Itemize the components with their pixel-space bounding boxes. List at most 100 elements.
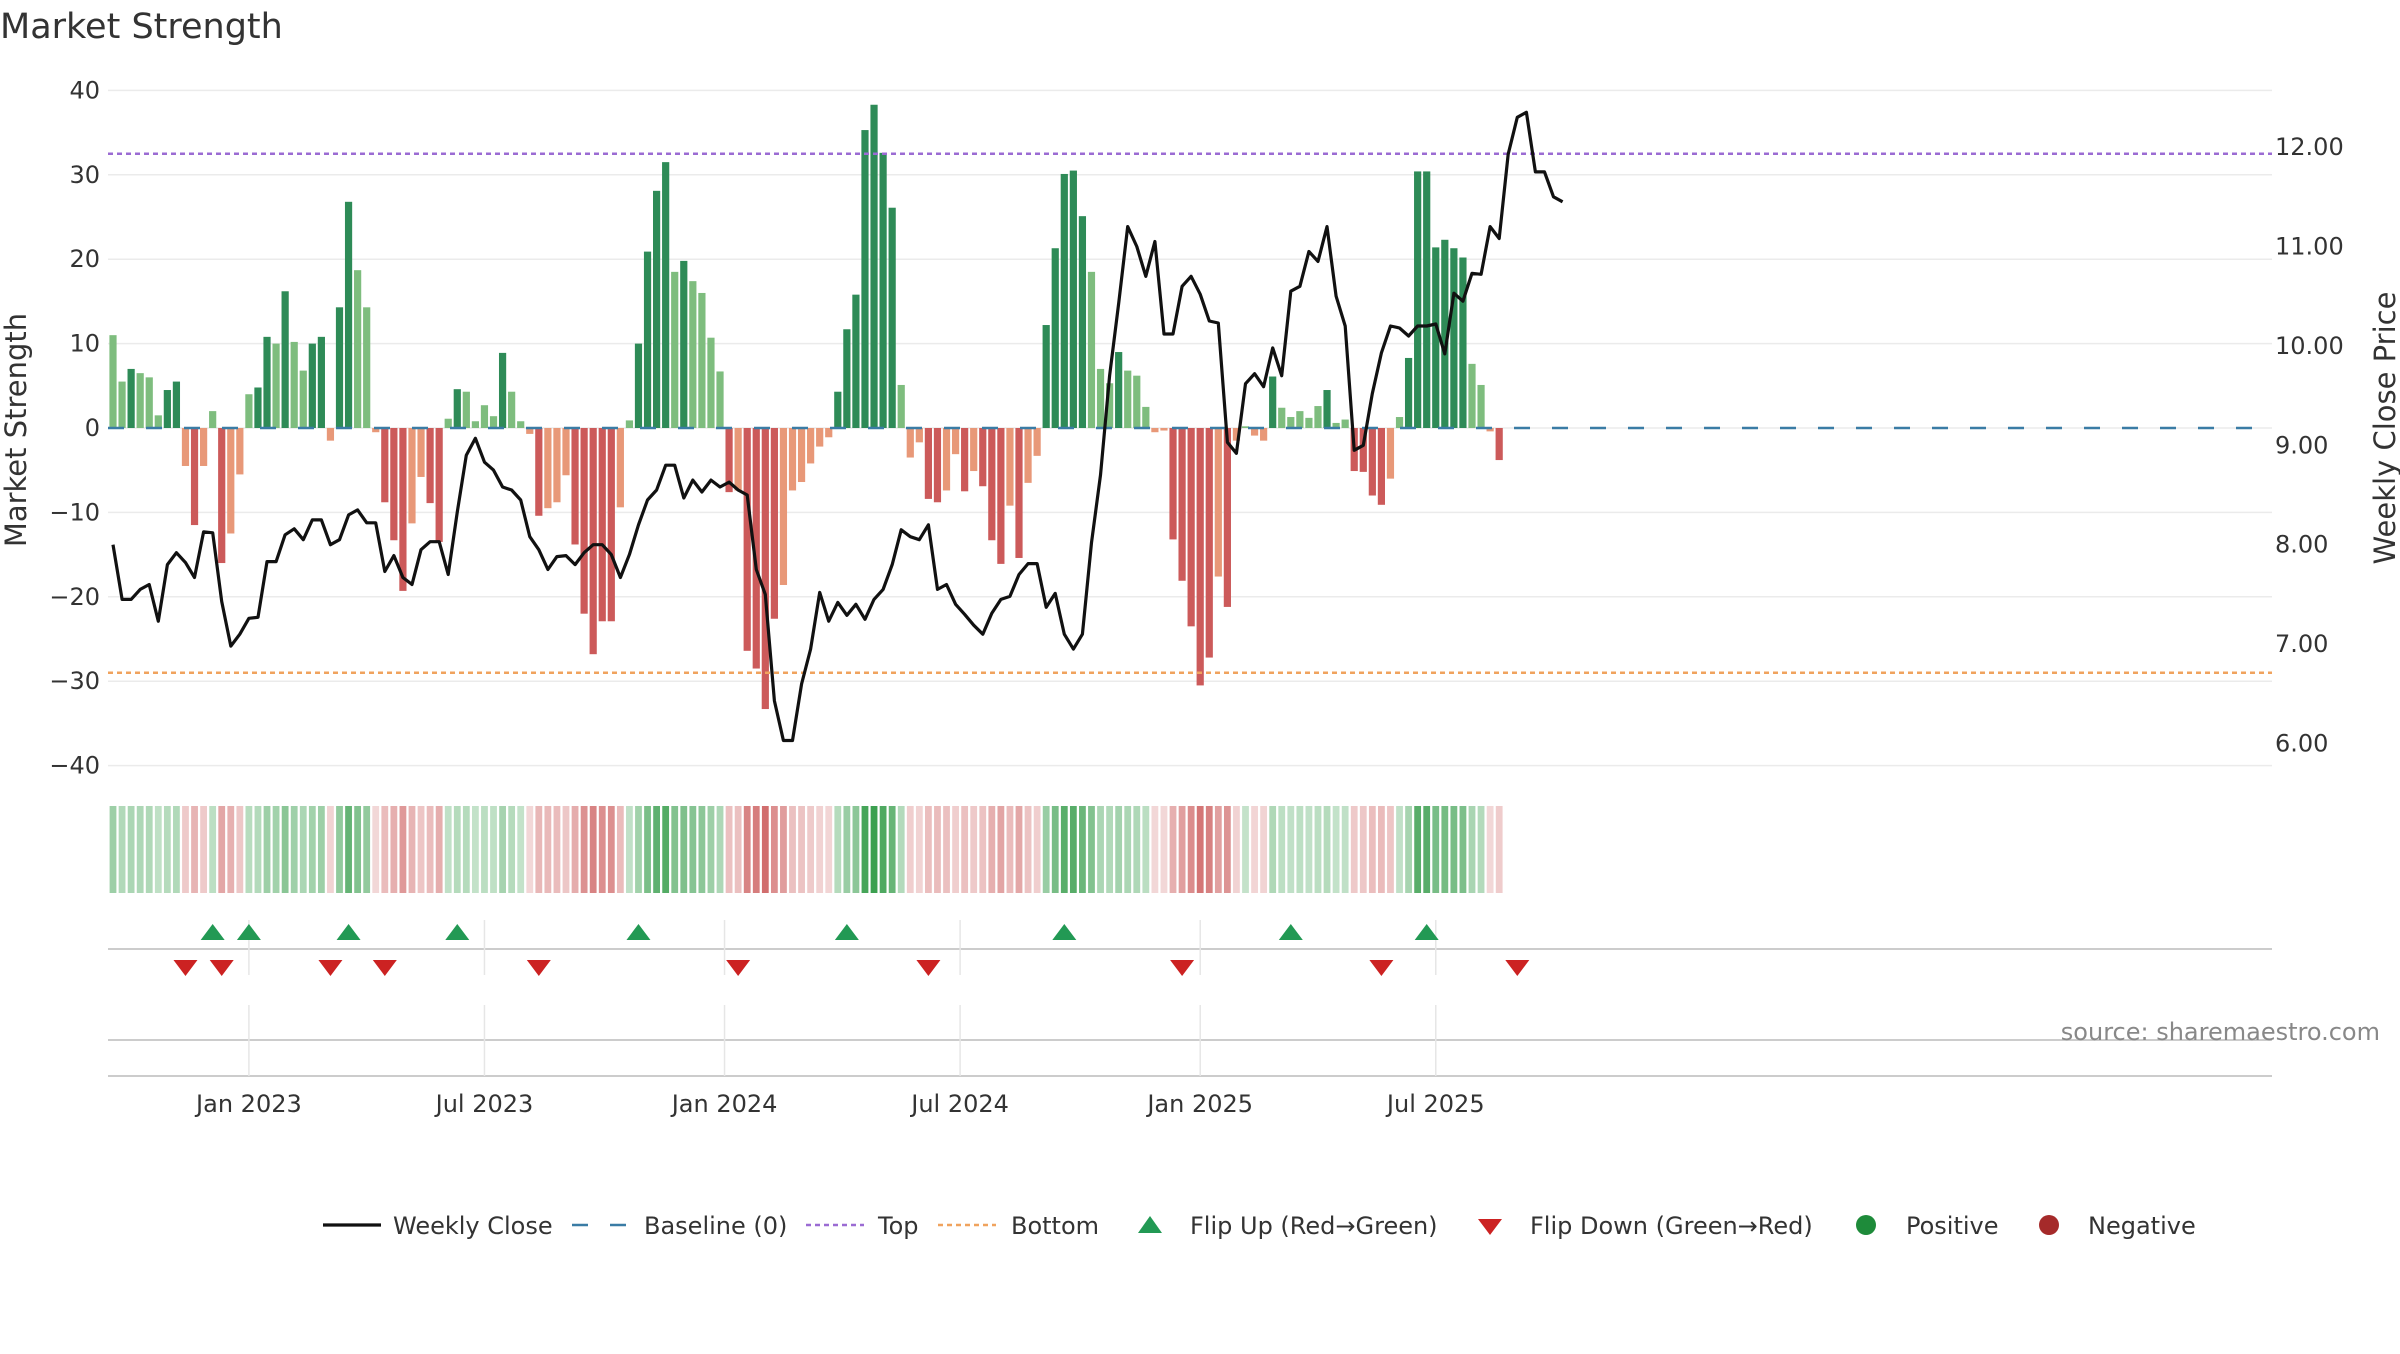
flip-up-marker [200,924,225,940]
flip-down-marker [1505,960,1530,976]
strength-bar [816,428,824,447]
strength-bar [489,416,498,428]
heat-cell [472,806,479,893]
y-right-tick-label: 6.00 [2275,730,2328,758]
strength-bar [218,428,226,564]
strength-bar [1468,363,1476,428]
heat-cell [499,806,506,893]
heat-cell [1151,806,1159,893]
heat-cell [145,806,153,893]
strength-bar [1024,428,1032,483]
strength-bar [716,371,724,428]
strength-bar [200,428,208,466]
flip-down-marker [173,960,198,976]
heat-cell [1115,806,1123,893]
chart-title: Market Strength [0,7,283,47]
heat-cell [1278,806,1286,893]
heat-cell [136,806,144,893]
heat-cell [1414,806,1422,893]
legend-label: Weekly Close [393,1212,553,1240]
heat-cell [644,806,651,893]
weekly-close-line [111,110,1564,743]
strength-bar [118,381,126,428]
legend-label: Negative [2088,1212,2196,1240]
heat-cell [372,806,380,893]
strength-bar [1269,376,1277,428]
strength-bar [1359,428,1367,472]
strength-bar [1278,407,1286,428]
strength-bar [1124,370,1132,428]
strength-bar [1495,428,1503,461]
strength-bar [317,336,325,428]
heat-cell [453,806,461,893]
strength-bar [1178,428,1186,581]
heat-cell [1187,806,1195,893]
strength-bar [1459,257,1467,428]
heat-cell [1305,806,1313,893]
strength-bar [1033,428,1041,456]
flip-down-marker [726,960,751,976]
heat-cell [299,806,307,893]
heat-cell [200,806,207,893]
strength-bar [843,329,851,428]
strength-bar [662,162,670,428]
heat-cell [154,806,162,893]
strength-bar [888,207,896,428]
heat-cell [481,806,488,893]
strength-bar [1332,422,1340,428]
strength-bar [145,377,153,428]
strength-bar [408,428,416,524]
strength-bar [625,420,634,428]
heat-cell [1205,806,1213,893]
heat-cell [626,806,633,893]
heat-cell [743,806,751,893]
strength-bar [1260,428,1268,441]
strength-bar [643,251,652,428]
y-right-tick-label: 10.00 [2275,332,2344,360]
strength-bar [589,428,597,655]
strength-bar [988,428,996,541]
flip-down-marker [1369,960,1394,976]
heat-cell [1124,806,1132,893]
strength-bar [861,130,869,428]
y-right-tick-label: 11.00 [2275,233,2344,261]
heat-cell [1042,806,1050,893]
strength-bar [879,152,887,428]
strength-bar [906,428,914,458]
strength-bar [1060,173,1068,428]
flip-down-marker [916,960,941,976]
strength-bar [915,428,923,443]
heat-cell [390,806,398,893]
strength-bar [1368,428,1376,496]
strength-bar [1069,170,1077,428]
heat-cell [689,806,697,893]
heat-cell [1441,806,1449,893]
heat-cell [1033,806,1041,893]
x-tick-label: Jan 2024 [670,1090,778,1118]
strength-bar [770,428,778,619]
strength-bar [154,415,162,428]
reference-lines [108,152,2272,675]
heat-cell [281,806,289,893]
flip-down-marker [1170,960,1195,976]
heat-cell [263,806,271,893]
strength-bar [1187,428,1195,627]
heat-cell [1459,806,1467,893]
y-left-tick-label: −30 [49,667,100,695]
heat-cell [1133,806,1141,893]
strength-bar [807,428,815,464]
strength-bar [272,343,280,428]
strength-bar [671,271,679,428]
strength-bar [870,104,878,429]
strength-bar [825,428,833,438]
strength-bar [942,428,951,491]
strength-bar [1341,419,1349,428]
heat-cell [553,806,561,893]
heat-cell [1160,806,1168,893]
strength-bar [372,428,380,433]
heat-cell [662,806,670,893]
strength-bar [535,428,543,516]
heat-cell [734,806,742,893]
heat-cell [752,806,760,893]
heat-cell [435,806,443,893]
